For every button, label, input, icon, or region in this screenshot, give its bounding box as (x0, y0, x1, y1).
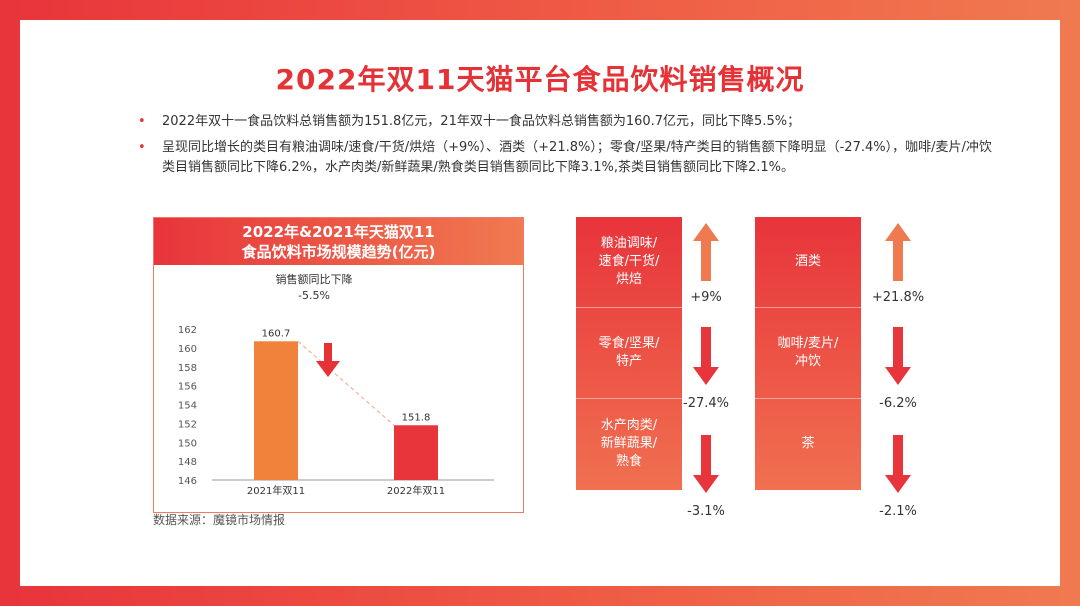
category-cell: 茶 (755, 399, 861, 489)
y-tick-label: 156 (178, 382, 197, 393)
category-label-line: 速食/干货/ (598, 254, 660, 269)
chart-title-line2: 食品饮料市场规模趋势(亿元) (241, 243, 436, 261)
category-cell: 粮油调味/速食/干货/烘焙 (576, 217, 682, 307)
up-arrow-icon (885, 223, 911, 281)
change-percent: -6.2% (879, 396, 917, 411)
category-label-line: 咖啡/麦片/ (777, 336, 839, 351)
bar-2 (394, 425, 438, 480)
bullet-item: • 呈现同比增长的类目有粮油调味/速食/干货/烘焙（+9%）、酒类（+21.8%… (138, 138, 998, 178)
slide-frame: 2022年双11天猫平台食品饮料销售概况 • 2022年双十一食品饮料总销售额为… (20, 20, 1060, 586)
bar-1 (254, 341, 298, 480)
y-tick-label: 158 (178, 363, 197, 374)
annotation-label: 销售额同比下降 (276, 272, 353, 286)
change-percent: -2.1% (879, 504, 917, 519)
category-label: 茶 (801, 435, 814, 453)
category-label: 水产肉类/新鲜蔬果/熟食 (601, 417, 657, 471)
category-label-line: 茶 (801, 436, 815, 451)
data-source: 数据来源：魔镜市场情报 (153, 513, 286, 527)
category-label: 粮油调味/速食/干货/烘焙 (599, 235, 660, 289)
category-label-line: 熟食 (615, 454, 642, 469)
category-label-line: 水产肉类/ (600, 418, 658, 433)
y-tick-label: 148 (178, 457, 197, 468)
y-tick-label: 160 (178, 344, 197, 355)
change-percent: +9% (690, 290, 722, 305)
category-cell: 酒类 (755, 217, 861, 307)
bullet-dot: • (138, 140, 146, 155)
annotation-value: -5.5% (298, 289, 330, 302)
category-label-line: 零食/坚果/ (598, 336, 660, 351)
category-cell: 零食/坚果/特产 (576, 308, 682, 398)
category-label-line: 特产 (615, 354, 642, 369)
change-percent: -3.1% (687, 504, 725, 519)
change-percent: +21.8% (871, 290, 925, 305)
category-panel-left: 粮油调味/速食/干货/烘焙零食/坚果/特产水产肉类/新鲜蔬果/熟食 (576, 217, 682, 490)
category-label-line: 冲饮 (794, 354, 821, 369)
bar-chart-box: 2022年&2021年天猫双11 食品饮料市场规模趋势(亿元) 146 148 15… (153, 217, 524, 513)
bullet-dot: • (138, 114, 146, 129)
category-cell: 水产肉类/新鲜蔬果/熟食 (576, 399, 682, 489)
cell-divider (755, 398, 861, 399)
bar-value-label: 151.8 (402, 412, 431, 423)
category-label-line: 烘焙 (615, 272, 642, 287)
x-tick-label: 2021年双11 (247, 484, 305, 497)
category-label: 咖啡/麦片/冲饮 (778, 335, 839, 371)
down-arrow-icon (885, 327, 911, 385)
bullet-item: • 2022年双十一食品饮料总销售额为151.8亿元，21年双十一食品饮料总销售… (138, 112, 998, 132)
chart-header: 2022年&2021年天猫双11 食品饮料市场规模趋势(亿元) (154, 218, 523, 265)
y-tick-label: 146 (178, 476, 197, 487)
category-label-line: 酒类 (794, 254, 821, 269)
cell-divider (576, 398, 682, 399)
category-label-line: 新鲜蔬果/ (600, 436, 658, 451)
trend-dashed-line (297, 340, 395, 426)
down-arrow-icon (885, 435, 911, 493)
bar-value-label: 160.7 (262, 328, 291, 339)
down-arrow-icon (693, 435, 719, 493)
cell-divider (576, 307, 682, 308)
bullet-text: 呈现同比增长的类目有粮油调味/速食/干货/烘焙（+9%）、酒类（+21.8%）；… (162, 140, 992, 175)
category-label: 零食/坚果/特产 (599, 335, 660, 371)
x-tick-label: 2022年双11 (387, 484, 445, 497)
cell-divider (755, 307, 861, 308)
bullet-list: • 2022年双十一食品饮料总销售额为151.8亿元，21年双十一食品饮料总销售… (138, 112, 998, 184)
down-arrow-icon (316, 343, 340, 377)
page-title: 2022年双11天猫平台食品饮料销售概况 (275, 63, 805, 96)
chart-title-line1: 2022年&2021年天猫双11 (242, 223, 435, 241)
bullet-text: 2022年双十一食品饮料总销售额为151.8亿元，21年双十一食品饮料总销售额为… (162, 114, 801, 129)
category-label: 酒类 (795, 253, 821, 271)
bar-chart: 146 148 150 152 154 156 158 160 162 销售额同比下降 -5.5% 1… (178, 272, 494, 497)
y-tick-label: 162 (178, 325, 197, 336)
category-panel-right: 酒类咖啡/麦片/冲饮茶 (755, 217, 861, 490)
up-arrow-icon (693, 223, 719, 281)
down-arrow-icon (693, 327, 719, 385)
y-tick-label: 154 (178, 401, 197, 412)
category-label-line: 粮油调味/ (600, 236, 658, 251)
y-tick-label: 152 (178, 419, 197, 430)
category-cell: 咖啡/麦片/冲饮 (755, 308, 861, 398)
change-percent: -27.4% (683, 396, 729, 411)
y-tick-label: 150 (178, 438, 197, 449)
